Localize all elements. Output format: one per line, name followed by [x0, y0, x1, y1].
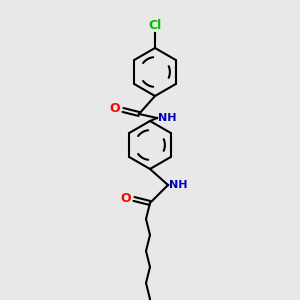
Text: Cl: Cl: [148, 19, 162, 32]
Text: O: O: [110, 103, 120, 116]
Text: O: O: [120, 191, 131, 205]
Text: NH: NH: [158, 113, 176, 123]
Text: NH: NH: [169, 180, 188, 190]
